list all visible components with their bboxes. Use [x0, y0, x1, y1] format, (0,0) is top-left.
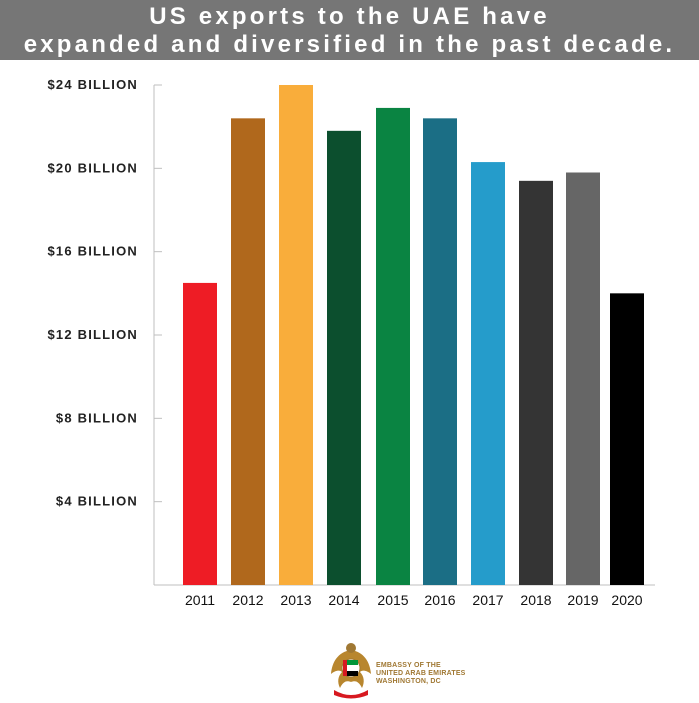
- x-tick-label: 2015: [377, 592, 408, 608]
- embassy-line-1: EMBASSY OF THE: [376, 662, 441, 669]
- embassy-name: EMBASSY OF THE UNITED ARAB EMIRATES WASH…: [376, 662, 466, 686]
- x-tick-label: 2013: [280, 592, 311, 608]
- x-tick-label: 2014: [328, 592, 359, 608]
- x-tick-label: 2016: [424, 592, 455, 608]
- x-tick-label: 2018: [520, 592, 551, 608]
- y-tick-label: $16 BILLION: [48, 244, 139, 259]
- x-tick-label: 2011: [185, 592, 215, 608]
- x-tick-label: 2012: [232, 592, 263, 608]
- bar-2013: [279, 85, 313, 585]
- bar-2011: [183, 282, 217, 585]
- chart-title-line-1: US exports to the UAE have: [149, 3, 550, 30]
- chart-title: US exports to the UAE have expanded and …: [0, 0, 699, 60]
- bar-2017: [471, 162, 505, 586]
- bar-2014: [327, 130, 361, 586]
- bar-2019: [566, 172, 600, 585]
- uae-emblem-icon: [331, 643, 371, 699]
- x-tick-label: 2017: [472, 592, 503, 608]
- x-tick-label: 2019: [567, 592, 598, 608]
- bar-2015: [376, 107, 410, 586]
- y-tick-label: $12 BILLION: [48, 327, 139, 342]
- bar-chart: $4 BILLION $8 BILLION $12 BILLION $16 BILLI…: [48, 77, 655, 608]
- y-tick-label: $8 BILLION: [56, 410, 138, 425]
- bar-2020: [610, 293, 644, 585]
- bar-2012: [231, 118, 265, 585]
- y-tick-label: $4 BILLION: [56, 494, 138, 509]
- bar-2016: [423, 118, 457, 585]
- embassy-logo: EMBASSY OF THE UNITED ARAB EMIRATES WASH…: [328, 640, 468, 700]
- embassy-line-3: WASHINGTON, DC: [376, 678, 441, 685]
- x-tick-label: 2020: [611, 592, 642, 608]
- embassy-line-2: UNITED ARAB EMIRATES: [376, 670, 466, 677]
- y-tick-label: $20 BILLION: [48, 160, 139, 175]
- bar-2018: [519, 180, 553, 586]
- chart-title-line-2: expanded and diversified in the past dec…: [23, 31, 676, 58]
- y-tick-label: $24 BILLION: [48, 77, 139, 92]
